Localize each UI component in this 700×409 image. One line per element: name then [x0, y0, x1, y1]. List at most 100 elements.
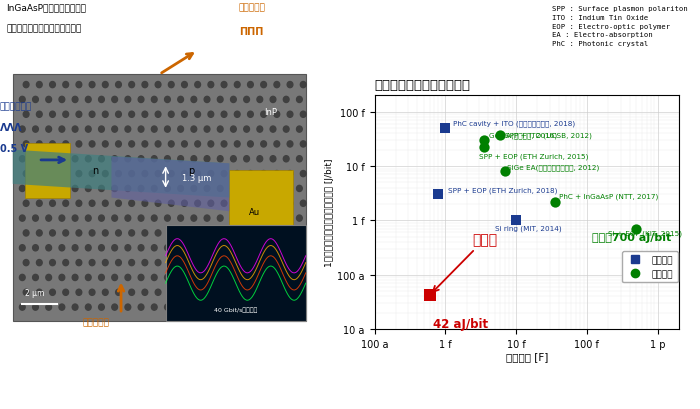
Circle shape — [59, 245, 64, 251]
Text: 本研究: 本研究 — [433, 233, 497, 292]
Circle shape — [208, 112, 213, 118]
Circle shape — [204, 156, 210, 162]
Circle shape — [89, 201, 95, 207]
Circle shape — [89, 290, 95, 296]
Point — [478, 137, 489, 144]
Circle shape — [218, 127, 223, 133]
Text: 超低容量(0.6 ㎿), 低電圧動作(0.5 V)により,: 超低容量(0.6 ㎿), 低電圧動作(0.5 V)により, — [251, 354, 449, 367]
Text: 0.5 V: 0.5 V — [0, 144, 28, 153]
Circle shape — [178, 275, 183, 281]
Circle shape — [125, 127, 131, 133]
Circle shape — [270, 275, 276, 281]
Circle shape — [300, 290, 306, 296]
Circle shape — [244, 275, 249, 281]
Circle shape — [63, 142, 69, 148]
Text: SPP + ITO (UCSB, 2012): SPP + ITO (UCSB, 2012) — [505, 132, 592, 139]
Circle shape — [59, 304, 64, 310]
Circle shape — [191, 156, 197, 162]
Circle shape — [244, 156, 249, 162]
Text: InGaAsP層が埋め込まれた: InGaAsP層が埋め込まれた — [6, 3, 86, 12]
Circle shape — [76, 82, 82, 88]
Circle shape — [46, 216, 52, 222]
Text: Ge EA(ゲント大, 2016): Ge EA(ゲント大, 2016) — [489, 132, 557, 139]
Circle shape — [50, 142, 55, 148]
Circle shape — [169, 142, 174, 148]
Circle shape — [274, 82, 280, 88]
X-axis label: 電気容量 [F]: 電気容量 [F] — [505, 352, 548, 362]
Circle shape — [72, 216, 78, 222]
Circle shape — [23, 290, 29, 296]
Circle shape — [178, 127, 183, 133]
Circle shape — [76, 142, 82, 148]
Circle shape — [36, 201, 42, 207]
Circle shape — [257, 127, 262, 133]
Circle shape — [125, 275, 131, 281]
Circle shape — [63, 201, 69, 207]
Circle shape — [287, 112, 293, 118]
Circle shape — [138, 245, 144, 251]
Circle shape — [234, 260, 240, 266]
Circle shape — [164, 127, 170, 133]
Circle shape — [151, 186, 157, 192]
Circle shape — [99, 245, 104, 251]
Circle shape — [234, 142, 240, 148]
Circle shape — [257, 275, 262, 281]
Circle shape — [297, 127, 302, 133]
Circle shape — [129, 82, 134, 88]
Circle shape — [244, 97, 249, 103]
Polygon shape — [230, 171, 293, 239]
Circle shape — [248, 230, 253, 236]
Circle shape — [99, 156, 104, 162]
Text: 変調光出力: 変調光出力 — [239, 3, 266, 12]
Text: Si + EOP (KIT, 2015): Si + EOP (KIT, 2015) — [608, 229, 682, 236]
Circle shape — [72, 186, 78, 192]
Circle shape — [33, 245, 38, 251]
Circle shape — [72, 304, 78, 310]
Circle shape — [155, 230, 161, 236]
Circle shape — [129, 260, 134, 266]
Circle shape — [36, 171, 42, 177]
Circle shape — [178, 245, 183, 251]
Circle shape — [204, 304, 210, 310]
Circle shape — [116, 290, 121, 296]
Circle shape — [300, 171, 306, 177]
Circle shape — [297, 304, 302, 310]
Circle shape — [20, 156, 25, 162]
Circle shape — [99, 97, 104, 103]
Circle shape — [169, 82, 174, 88]
Circle shape — [50, 230, 55, 236]
Circle shape — [218, 304, 223, 310]
Circle shape — [63, 290, 69, 296]
Circle shape — [284, 304, 289, 310]
Circle shape — [99, 216, 104, 222]
Circle shape — [85, 186, 91, 192]
Circle shape — [151, 304, 157, 310]
Text: InP: InP — [264, 108, 277, 117]
Circle shape — [270, 216, 276, 222]
Circle shape — [208, 230, 213, 236]
Circle shape — [89, 112, 95, 118]
Circle shape — [191, 127, 197, 133]
Circle shape — [85, 304, 91, 310]
Circle shape — [155, 260, 161, 266]
Circle shape — [221, 230, 227, 236]
Text: Au: Au — [249, 207, 260, 216]
Circle shape — [169, 260, 174, 266]
Text: SiGe EA(スタンフォード大, 2012): SiGe EA(スタンフォード大, 2012) — [508, 164, 599, 171]
Text: 42 aJ/bit: 42 aJ/bit — [433, 317, 488, 330]
Circle shape — [63, 82, 69, 88]
Circle shape — [76, 290, 82, 296]
Circle shape — [129, 142, 134, 148]
Circle shape — [274, 171, 280, 177]
Circle shape — [50, 201, 55, 207]
Circle shape — [99, 304, 104, 310]
Circle shape — [287, 230, 293, 236]
Circle shape — [248, 142, 253, 148]
Circle shape — [102, 112, 108, 118]
Circle shape — [23, 230, 29, 236]
Circle shape — [50, 260, 55, 266]
Circle shape — [85, 216, 91, 222]
Circle shape — [59, 97, 64, 103]
Circle shape — [244, 127, 249, 133]
Text: n: n — [92, 166, 99, 176]
